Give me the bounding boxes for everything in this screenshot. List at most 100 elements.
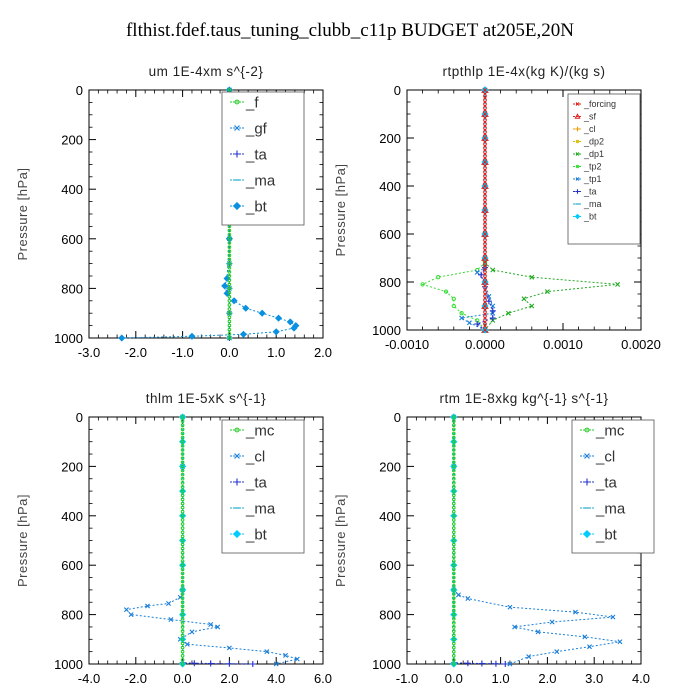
level-marker xyxy=(451,460,456,465)
data-point xyxy=(184,641,190,647)
data-point xyxy=(450,438,458,446)
data-point xyxy=(286,318,294,326)
legend-marker xyxy=(584,453,590,459)
level-marker xyxy=(227,327,232,332)
level-marker xyxy=(451,546,456,551)
level-marker xyxy=(180,579,185,584)
level-marker xyxy=(482,143,488,149)
data-point xyxy=(208,621,214,627)
y-tick-label: 800 xyxy=(379,608,401,623)
level-marker xyxy=(180,415,185,419)
level-marker xyxy=(451,456,456,460)
level-marker xyxy=(482,283,488,289)
level-marker xyxy=(482,303,488,309)
level-marker xyxy=(482,235,488,241)
level-marker xyxy=(451,625,456,629)
level-marker xyxy=(227,336,232,340)
level-marker xyxy=(451,653,456,658)
legend-box xyxy=(567,93,641,245)
level-marker xyxy=(227,323,232,328)
legend-marker xyxy=(234,453,240,459)
level-marker xyxy=(451,513,456,518)
level-marker xyxy=(451,559,456,563)
level-marker xyxy=(451,415,456,419)
level-marker xyxy=(451,423,456,428)
data-point xyxy=(450,512,458,520)
x-tick-label: 0.0 xyxy=(445,671,463,686)
level-marker xyxy=(482,227,488,233)
level-marker xyxy=(451,501,456,506)
data-point xyxy=(610,614,616,620)
y-tick-label: 0 xyxy=(76,410,83,425)
y-tick-label: 1000 xyxy=(54,657,83,672)
x-tick-label: -4.0 xyxy=(78,671,100,686)
data-point xyxy=(465,596,471,602)
level-marker xyxy=(180,641,185,646)
level-marker xyxy=(227,315,232,320)
legend-label: _f xyxy=(245,94,259,111)
y-tick-label: 200 xyxy=(379,131,401,146)
level-marker xyxy=(180,658,185,662)
level-marker xyxy=(451,567,456,572)
legend-marker xyxy=(234,99,240,105)
y-tick-label: 800 xyxy=(61,608,83,623)
level-marker xyxy=(227,232,232,237)
y-tick-label: 200 xyxy=(61,459,83,474)
data-point xyxy=(450,660,458,668)
level-marker xyxy=(482,187,488,193)
legend-marker xyxy=(575,102,580,106)
series-line-tp2 xyxy=(421,90,486,331)
level-marker xyxy=(451,555,456,559)
level-marker xyxy=(180,485,185,489)
legend-marker xyxy=(232,529,242,539)
level-marker xyxy=(180,493,185,498)
level-marker xyxy=(482,307,488,313)
data-point xyxy=(420,282,425,287)
level-marker xyxy=(482,199,488,205)
y-axis-label: Pressure [hPa] xyxy=(333,164,348,257)
data-point xyxy=(179,660,187,668)
level-marker xyxy=(482,327,488,333)
level-marker xyxy=(482,279,488,285)
level-marker xyxy=(180,534,185,539)
legend-marker xyxy=(234,125,240,131)
level-marker xyxy=(180,439,185,444)
level-marker xyxy=(451,464,456,469)
data-point xyxy=(521,296,527,302)
x-tick-label: 0.0020 xyxy=(621,337,661,352)
level-marker xyxy=(482,263,488,269)
level-marker xyxy=(451,641,456,646)
legend-label: _ma xyxy=(245,172,276,189)
level-marker xyxy=(180,575,185,580)
data-point xyxy=(290,324,298,332)
level-marker xyxy=(482,271,488,277)
level-marker xyxy=(180,419,185,423)
data-point xyxy=(617,639,623,645)
data-point xyxy=(544,289,550,295)
level-marker xyxy=(180,435,185,440)
level-marker xyxy=(180,563,185,568)
level-marker xyxy=(451,592,456,596)
data-point xyxy=(118,334,126,342)
level-marker xyxy=(451,427,456,432)
level-marker xyxy=(482,251,488,257)
data-point xyxy=(443,289,449,294)
level-marker xyxy=(227,245,232,249)
level-marker xyxy=(180,505,185,510)
level-marker xyxy=(451,616,456,621)
data-point xyxy=(474,321,481,327)
level-marker xyxy=(482,131,488,137)
level-marker xyxy=(451,621,456,625)
y-tick-label: 1000 xyxy=(372,323,401,338)
legend-label: _ma xyxy=(583,199,602,209)
data-point xyxy=(478,271,485,278)
level-marker xyxy=(227,286,232,291)
data-point xyxy=(490,267,496,273)
data-point xyxy=(529,303,535,309)
data-point xyxy=(615,281,621,287)
level-marker xyxy=(451,583,456,588)
legend-label: _ma xyxy=(595,500,626,517)
data-point xyxy=(450,635,458,643)
data-point xyxy=(489,307,496,314)
level-marker xyxy=(227,278,232,282)
